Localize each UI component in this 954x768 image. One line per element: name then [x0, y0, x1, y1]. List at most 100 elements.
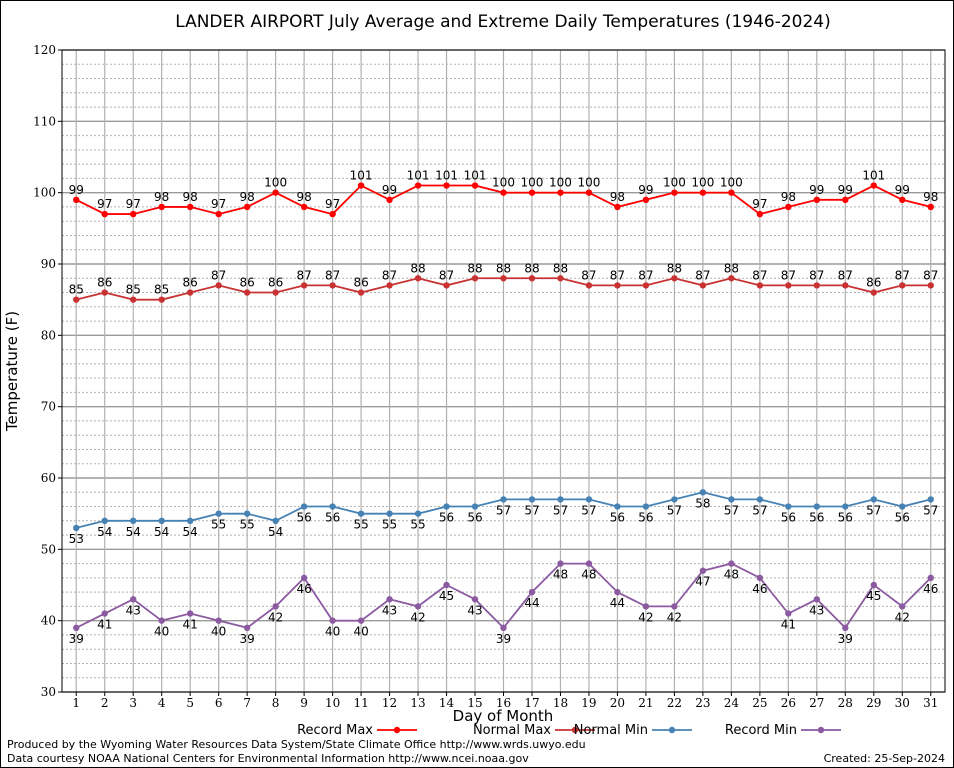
normal-max-point: [756, 282, 764, 289]
normal-max-point: [671, 275, 678, 282]
normal-max-point: [130, 296, 137, 303]
record-max-point: [899, 196, 906, 203]
x-tick-label: 16: [496, 696, 511, 710]
normal-min-point: [272, 517, 279, 524]
normal-min-point: [215, 510, 222, 517]
record-min-point: [528, 588, 536, 596]
normal-min-point: [243, 510, 251, 517]
normal-min-point: [528, 496, 536, 503]
normal-min-point: [728, 496, 735, 503]
record-min-point: [699, 567, 707, 574]
record-min-data-label: 46: [923, 582, 938, 596]
record-min-data-label: 47: [695, 575, 710, 589]
normal-min-point: [614, 503, 621, 510]
normal-max-data-label: 87: [382, 268, 397, 282]
normal-min-point: [870, 496, 877, 503]
data-label-layer: 99 97 97 98 98 97 98 100 98 97 101 99 101 101 101 100 10…: [69, 169, 939, 646]
normal-min-point: [386, 510, 393, 517]
record-min-data-label: 42: [638, 610, 653, 624]
normal-max-point: [300, 282, 308, 289]
normal-min-data-label: 57: [752, 503, 767, 517]
record-max-point: [73, 196, 80, 203]
normal-max-point: [899, 282, 906, 289]
normal-min-point: [756, 496, 764, 503]
record-max-data-label: 98: [296, 190, 311, 204]
record-max-point: [357, 182, 365, 189]
normal-max-point: [785, 282, 792, 289]
series-layer: [73, 182, 934, 631]
x-tick-label: 17: [524, 696, 539, 710]
record-min-point: [300, 574, 308, 582]
footer-created-date: Created: 25-Sep-2024: [823, 752, 945, 765]
y-tick-label: 120: [33, 43, 56, 57]
normal-min-data-label: 54: [268, 525, 283, 539]
normal-min-data-label: 55: [353, 518, 368, 532]
normal-max-data-label: 87: [695, 268, 710, 282]
normal-max-point: [186, 289, 194, 296]
normal-max-point: [813, 282, 821, 289]
record-max-data-label: 99: [638, 183, 653, 197]
record-min-point: [614, 588, 621, 596]
normal-min-data-label: 57: [866, 503, 881, 517]
record-max-data-label: 99: [895, 183, 910, 197]
normal-max-point: [414, 275, 422, 282]
record-max-point: [329, 210, 336, 218]
normal-min-point: [300, 503, 308, 510]
record-max-data-label: 98: [240, 190, 255, 204]
normal-max-point: [329, 282, 336, 289]
record-min-data-label: 48: [581, 568, 596, 582]
normal-max-point: [699, 282, 707, 289]
record-max-point: [101, 210, 108, 218]
y-tick-label: 40: [41, 614, 56, 628]
x-tick-label: 6: [215, 696, 223, 710]
record-max-data-label: 100: [691, 176, 714, 190]
normal-min-data-label: 56: [325, 511, 340, 525]
record-max-data-label: 100: [549, 176, 572, 190]
record-min-point: [215, 617, 222, 624]
record-min-data-label: 43: [467, 603, 482, 617]
x-tick-label: 4: [158, 696, 166, 710]
normal-min-point: [500, 496, 507, 503]
x-tick-label: 9: [300, 696, 308, 710]
normal-max-data-label: 86: [353, 276, 368, 290]
record-min-data-label: 39: [240, 632, 255, 646]
normal-max-data-label: 87: [296, 268, 311, 282]
normal-min-point: [785, 503, 792, 510]
normal-max-point: [443, 282, 450, 289]
record-max-point: [813, 196, 821, 203]
record-max-data-label: 97: [126, 197, 141, 211]
normal-min-data-label: 54: [183, 525, 198, 539]
legend-label-normal-max: Normal Max: [473, 723, 551, 738]
x-tick-label: 15: [467, 696, 482, 710]
normal-min-point: [813, 503, 821, 510]
record-min-point: [728, 560, 735, 567]
normal-max-point: [728, 275, 735, 282]
normal-max-data-label: 88: [410, 261, 425, 275]
x-tick-label: 8: [272, 696, 280, 710]
x-tick-label: 21: [638, 696, 653, 710]
normal-min-point: [329, 503, 336, 510]
normal-min-data-label: 58: [695, 496, 710, 510]
record-min-data-label: 46: [296, 582, 311, 596]
normal-max-point: [73, 296, 80, 303]
normal-min-point: [899, 503, 906, 510]
normal-min-point: [73, 524, 80, 532]
x-tick-label: 20: [610, 696, 625, 710]
record-max-point: [215, 210, 222, 218]
record-max-point: [585, 189, 593, 196]
x-tick-label: 13: [410, 696, 425, 710]
record-min-data-label: 40: [154, 625, 169, 639]
record-min-point: [785, 610, 792, 617]
record-min-data-label: 42: [895, 610, 910, 624]
normal-max-point: [357, 289, 365, 296]
record-min-point: [243, 624, 251, 631]
record-max-data-label: 98: [183, 190, 198, 204]
record-max-point: [614, 203, 621, 211]
x-tick-label: 7: [243, 696, 251, 710]
record-min-data-label: 48: [724, 568, 739, 582]
normal-max-data-label: 88: [553, 261, 568, 275]
normal-max-point: [842, 282, 849, 289]
normal-max-point: [272, 289, 279, 296]
normal-min-data-label: 54: [154, 525, 169, 539]
record-min-point: [500, 624, 507, 631]
